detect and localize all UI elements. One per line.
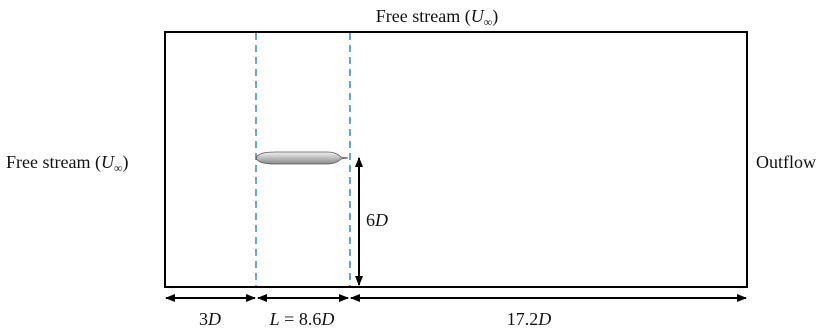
domain-boundary	[164, 31, 748, 288]
downstream-label: 17.2D	[507, 309, 552, 329]
upstream-label: 3D	[199, 309, 221, 329]
slender-body-icon	[255, 151, 349, 165]
height-label: 6D	[366, 210, 388, 230]
top-inflow-label: Free stream (U∞)	[376, 6, 499, 29]
body-length-label: L = 8.6D	[269, 309, 335, 329]
outflow-label: Outflow	[756, 152, 816, 172]
left-inflow-label: Free stream (U∞)	[6, 152, 129, 175]
